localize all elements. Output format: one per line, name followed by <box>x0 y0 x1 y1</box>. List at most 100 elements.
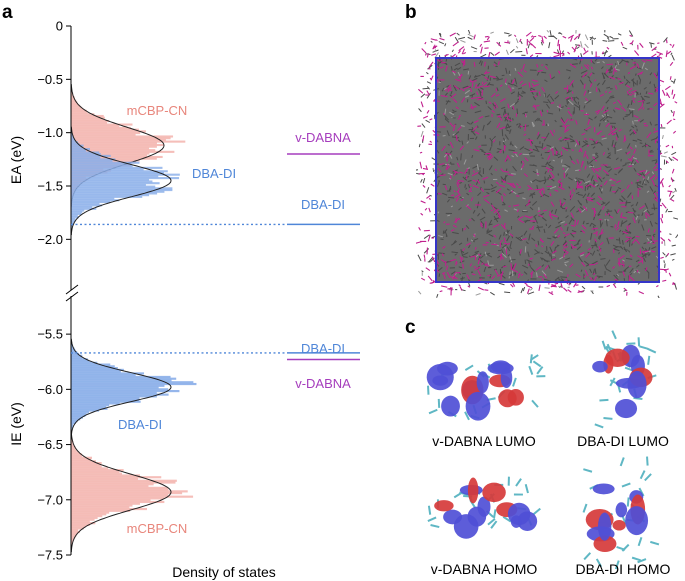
dos-bar <box>71 469 124 472</box>
dos-bar <box>71 347 75 350</box>
dos-bar <box>71 352 80 356</box>
dos-bar <box>71 509 131 512</box>
dos-bar <box>71 502 140 505</box>
dos-bar <box>71 349 76 352</box>
dos-bar <box>71 476 162 479</box>
tick-label-top-2: −1.0 <box>37 125 63 140</box>
dos-bar <box>71 183 146 186</box>
dos-bar <box>71 513 107 516</box>
dos-bar <box>71 161 140 164</box>
dos-bar <box>71 395 157 398</box>
dos-bar <box>71 458 92 461</box>
dos-bar <box>71 197 115 200</box>
dos-bar <box>71 390 180 393</box>
dos-bar <box>71 146 82 149</box>
dos-bar <box>71 472 123 475</box>
dos-bar <box>71 382 197 386</box>
tick-label-top-3: −1.5 <box>37 179 63 194</box>
dos-bar <box>71 488 169 491</box>
dos-bar <box>71 367 118 370</box>
dos-bar <box>71 520 90 523</box>
dos-bar <box>71 126 131 130</box>
dos-bar <box>71 144 84 147</box>
orbital-v-dabna-lumo <box>426 354 546 421</box>
dos-bar <box>71 120 110 123</box>
dos-bar <box>71 427 73 430</box>
orbital-label-dba-di-homo: DBA-DI HOMO <box>576 561 671 577</box>
dos-bar <box>71 121 108 124</box>
dos-bar <box>71 216 79 219</box>
dos-bar <box>71 377 177 380</box>
dos-bar <box>71 391 157 394</box>
dos-bar <box>71 155 163 159</box>
tick-label-top-4: −2.0 <box>37 232 63 247</box>
dos-bar <box>71 363 111 366</box>
dos-bar <box>71 414 86 417</box>
series-label-dba-di-bottom: DBA-DI <box>118 417 162 432</box>
dos-bar <box>71 123 133 126</box>
x-axis-title: Density of states <box>172 564 276 580</box>
series-label-dba-di-top: DBA-DI <box>192 166 236 181</box>
dos-bar <box>71 525 86 528</box>
dos-bar <box>71 506 130 509</box>
dos-bar <box>71 116 105 119</box>
gaussian-fit-mcbp-cn-bottom <box>70 431 172 553</box>
dos-bar <box>71 168 144 171</box>
dos-bar <box>71 522 96 525</box>
dos-bar <box>71 470 120 474</box>
dos-bar <box>71 359 90 363</box>
dos-bar <box>71 111 88 114</box>
dos-bar <box>71 397 140 400</box>
dos-bar <box>71 504 133 507</box>
dos-bar <box>71 114 104 118</box>
dos-bar <box>71 454 83 458</box>
dos-bar <box>71 130 146 133</box>
dos-bar <box>71 381 194 384</box>
dos-bar <box>71 493 169 496</box>
dos-bar <box>71 113 95 116</box>
dos-bar <box>71 384 165 387</box>
gaussian-fit-dba-di-top <box>70 126 172 236</box>
dos-bar <box>71 462 102 465</box>
dos-bar <box>71 182 160 185</box>
dos-bar <box>71 481 176 484</box>
dos-bar <box>71 409 100 412</box>
dos-bar <box>71 412 87 416</box>
dos-bar <box>71 106 82 109</box>
dos-bar <box>71 425 74 428</box>
dos-bar <box>71 92 74 95</box>
dos-bar <box>71 386 159 389</box>
dos-bar <box>71 149 156 152</box>
dos-bar <box>71 139 76 142</box>
dos-bar <box>71 163 132 166</box>
dos-bar <box>71 177 180 180</box>
dos-bar <box>71 492 183 495</box>
dos-bar <box>71 507 147 511</box>
dos-bar <box>71 171 165 175</box>
orbital-label-dba-di-lumo: DBA-DI LUMO <box>577 433 669 449</box>
dos-bar <box>71 134 74 137</box>
dos-bar <box>71 444 74 447</box>
tick-label-bottom-1: −6.0 <box>37 382 63 397</box>
dos-bar <box>71 138 166 141</box>
dos-bar <box>71 460 96 463</box>
dos-bar <box>71 118 105 121</box>
dos-bar <box>71 345 74 349</box>
tick-label-bottom-3: −7.0 <box>37 492 63 507</box>
dos-bar <box>71 202 100 205</box>
dos-bar <box>71 490 188 493</box>
dos-bar <box>71 393 169 396</box>
dos-bar <box>71 145 157 148</box>
dos-bar <box>71 104 81 107</box>
dos-bar <box>71 136 74 139</box>
tick-label-top-0: 0 <box>56 19 63 34</box>
dos-bar <box>71 214 78 217</box>
dos-bar <box>71 166 163 169</box>
dos-dba-di-top <box>70 126 180 236</box>
dos-bar <box>71 226 73 229</box>
tick-label-bottom-4: −7.5 <box>37 548 63 563</box>
dos-bar <box>71 477 139 481</box>
dos-bar <box>71 411 89 414</box>
dos-bar <box>71 442 74 445</box>
dos-bar <box>71 128 139 131</box>
